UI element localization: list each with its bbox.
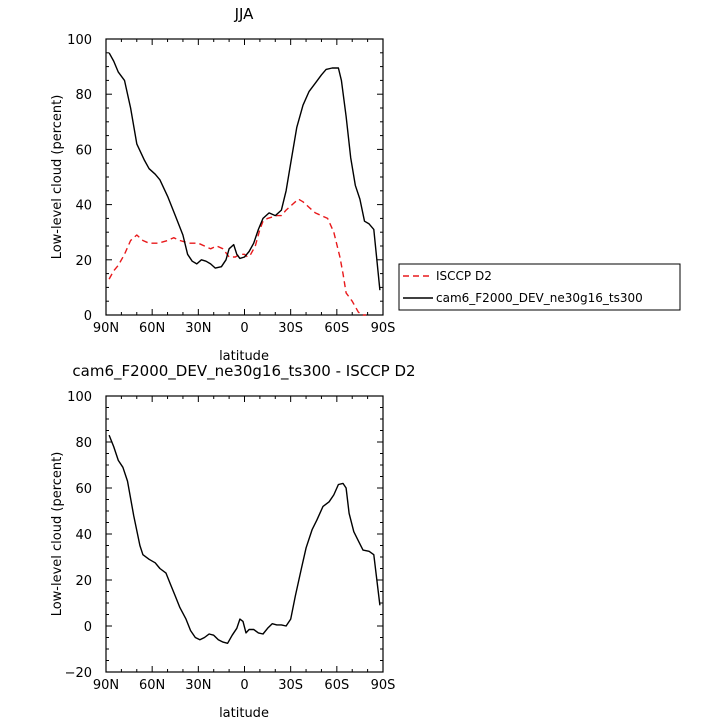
series-line-difference [108, 434, 381, 644]
x-tick-label: 0 [240, 321, 248, 336]
y-tick-label: 20 [75, 574, 92, 589]
x-tick-label: 30N [185, 321, 211, 336]
legend-label-isccp: ISCCP D2 [436, 269, 492, 283]
x-tick-label: 60S [324, 321, 349, 336]
x-tick-label: 30S [278, 678, 303, 693]
series-line-isccp-d2 [108, 198, 367, 316]
x-tick-label: 60N [139, 678, 165, 693]
y-tick-label: 80 [75, 436, 92, 451]
y-tick-label: 100 [67, 390, 92, 405]
legend-box [398, 263, 681, 311]
y-tick-label: −20 [65, 666, 92, 681]
bottom-x-axis-label: latitude [219, 706, 269, 721]
y-tick-label: 20 [75, 254, 92, 269]
x-tick-label: 90S [371, 321, 396, 336]
legend-label-cam6: cam6_F2000_DEV_ne30g16_ts300 [436, 291, 643, 305]
x-tick-label: 90N [93, 321, 119, 336]
top-y-axis-label: Low-level cloud (percent) [50, 95, 65, 260]
y-tick-label: 0 [84, 620, 92, 635]
y-tick-label: 40 [75, 528, 92, 543]
series-line-cam6-f2000-dev-ne30g16-ts300 [108, 52, 381, 291]
x-tick-label: 30S [278, 321, 303, 336]
bottom-panel-title: cam6_F2000_DEV_ne30g16_ts300 - ISCCP D2 [72, 362, 415, 381]
y-tick-label: 60 [75, 143, 92, 158]
y-tick-label: 60 [75, 482, 92, 497]
top-panel: JJA 90N 60N 30N 0 30S 60S 90S 0 20 40 60 80 100 lati… [50, 5, 395, 364]
x-tick-label: 30N [185, 678, 211, 693]
x-tick-label: 60S [324, 678, 349, 693]
top-panel-title: JJA [234, 5, 255, 23]
x-tick-label: 90S [371, 678, 396, 693]
bottom-plot-frame [105, 395, 384, 673]
y-tick-label: 100 [67, 33, 92, 48]
x-tick-label: 90N [93, 678, 119, 693]
x-tick-label: 60N [139, 321, 165, 336]
y-tick-label: 40 [75, 199, 92, 214]
top-x-axis-label: latitude [219, 349, 269, 364]
legend: ISCCP D2 cam6_F2000_DEV_ne30g16_ts300 [398, 263, 681, 311]
x-tick-label: 0 [240, 678, 248, 693]
bottom-y-axis-label: Low-level cloud (percent) [50, 452, 65, 617]
y-tick-label: 80 [75, 88, 92, 103]
bottom-panel: cam6_F2000_DEV_ne30g16_ts300 - ISCCP D2 … [50, 362, 416, 721]
y-tick-label: 0 [84, 309, 92, 324]
